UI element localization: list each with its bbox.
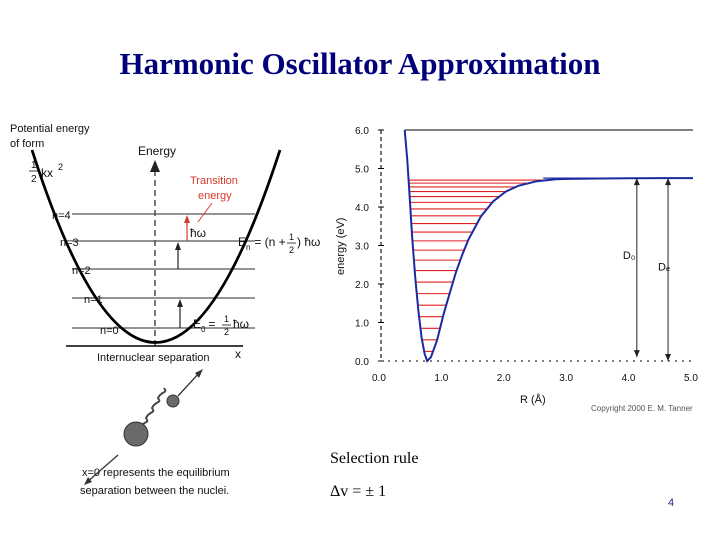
y-tick-label: 6.0 bbox=[355, 126, 369, 137]
x-tick-label: 3.0 bbox=[559, 373, 573, 384]
hw-label: ħω bbox=[190, 226, 206, 240]
level-label-n4: n=4 bbox=[52, 210, 71, 222]
transition-arrowhead-3-4 bbox=[184, 215, 190, 223]
d0-arrowhead-top bbox=[633, 178, 640, 186]
e0-frac-num: 1 bbox=[224, 314, 229, 324]
morse-potential-chart: 0.01.02.03.04.05.06.00.0 1.0 2.0 3.0 4.0 5.0 … bbox=[335, 126, 698, 413]
y-axis-label: energy (eV) bbox=[335, 218, 347, 275]
transition-label-line1: Transition bbox=[190, 175, 238, 187]
e0-formula-sub: 0 bbox=[201, 325, 206, 334]
y-tick-label: 2.0 bbox=[355, 280, 369, 291]
harmonic-potential-diagram: Potential energy of form 1 2 kx 2 Energy… bbox=[10, 123, 320, 497]
transition-pointer-line bbox=[197, 202, 213, 223]
x-symbol: x bbox=[235, 347, 241, 361]
y-tick-label: 4.0 bbox=[355, 203, 369, 214]
x-tick-label: 2.0 bbox=[497, 373, 511, 384]
de-arrowhead-bottom bbox=[665, 354, 672, 361]
page-number: 4 bbox=[668, 497, 675, 509]
chart-frame bbox=[380, 129, 693, 362]
chart-ticks: 0.0 1.0 2.0 3.0 4.0 5.0 6.0 0.0 1.0 2.0 3.0 4.0 5.0 bbox=[355, 126, 698, 384]
en-formula-sub: n bbox=[246, 243, 250, 252]
slide-title: Harmonic Oscillator Approximation bbox=[119, 46, 601, 81]
y-tick-label: 0.0 bbox=[355, 357, 369, 368]
x-tick-label: 4.0 bbox=[622, 373, 636, 384]
morse-curve-line bbox=[403, 129, 693, 363]
potential-label-line2: of form bbox=[10, 138, 44, 150]
en-frac-den: 2 bbox=[289, 245, 294, 255]
level-label-n2: n=2 bbox=[72, 265, 91, 277]
x-tick-label: 1.0 bbox=[434, 373, 448, 384]
level-label-n0: n=0 bbox=[100, 325, 119, 337]
selection-rule-formula: Δv = ± 1 bbox=[330, 483, 387, 500]
level-label-n1: n=1 bbox=[84, 294, 103, 306]
selection-rule-label: Selection rule bbox=[330, 450, 419, 467]
y-tick-label: 1.0 bbox=[355, 319, 369, 330]
potential-curve bbox=[403, 129, 693, 363]
caption-line2: separation between the nuclei. bbox=[80, 485, 229, 497]
en-formula-mid: = (n + bbox=[251, 235, 289, 249]
chart-annotations: D₀ Dₑ bbox=[543, 177, 693, 361]
e0-formula-mid: = bbox=[205, 317, 219, 331]
potential-frac-den: 2 bbox=[31, 174, 37, 185]
potential-formula-kx: kx bbox=[41, 166, 53, 180]
en-formula-e: E bbox=[238, 235, 246, 249]
transition-arrowhead-0-1 bbox=[177, 299, 183, 307]
transition-arrowhead-2-3 bbox=[175, 242, 181, 250]
potential-label-line1: Potential energy bbox=[10, 123, 90, 135]
y-tick-label: 3.0 bbox=[355, 242, 369, 253]
de-arrowhead-top bbox=[665, 178, 672, 186]
level-label-n3: n=3 bbox=[60, 237, 79, 249]
d0-arrowhead-bottom bbox=[633, 350, 640, 358]
e0-frac-den: 2 bbox=[224, 327, 229, 337]
x-tick-label: 5.0 bbox=[684, 373, 698, 384]
d0-label: D₀ bbox=[623, 250, 636, 262]
de-label: Dₑ bbox=[658, 262, 670, 274]
separation-axis-label: Internuclear separation bbox=[97, 352, 210, 364]
diatomic-molecule-icon bbox=[84, 369, 203, 485]
en-frac-num: 1 bbox=[289, 232, 294, 242]
vibrational-levels bbox=[408, 179, 549, 352]
energy-axis-label: Energy bbox=[138, 144, 176, 158]
e0-formula-suffix: ħω bbox=[233, 317, 249, 331]
caption-line1: x=0 represents the equilibrium bbox=[82, 467, 230, 479]
potential-frac-num: 1 bbox=[31, 160, 37, 171]
parabola-curve bbox=[30, 149, 282, 344]
e0-formula-e: E bbox=[193, 317, 201, 331]
x-tick-label: 0.0 bbox=[372, 373, 386, 384]
copyright-text: Copyright 2000 E. M. Tanner bbox=[591, 404, 693, 413]
en-formula-suffix: ) ħω bbox=[297, 235, 320, 249]
energy-axis-arrowhead bbox=[150, 160, 160, 172]
transition-label-line2: energy bbox=[198, 190, 232, 202]
x-axis-label: R (Å) bbox=[520, 393, 546, 406]
y-tick-label: 5.0 bbox=[355, 165, 369, 176]
potential-formula-exp: 2 bbox=[58, 162, 63, 172]
